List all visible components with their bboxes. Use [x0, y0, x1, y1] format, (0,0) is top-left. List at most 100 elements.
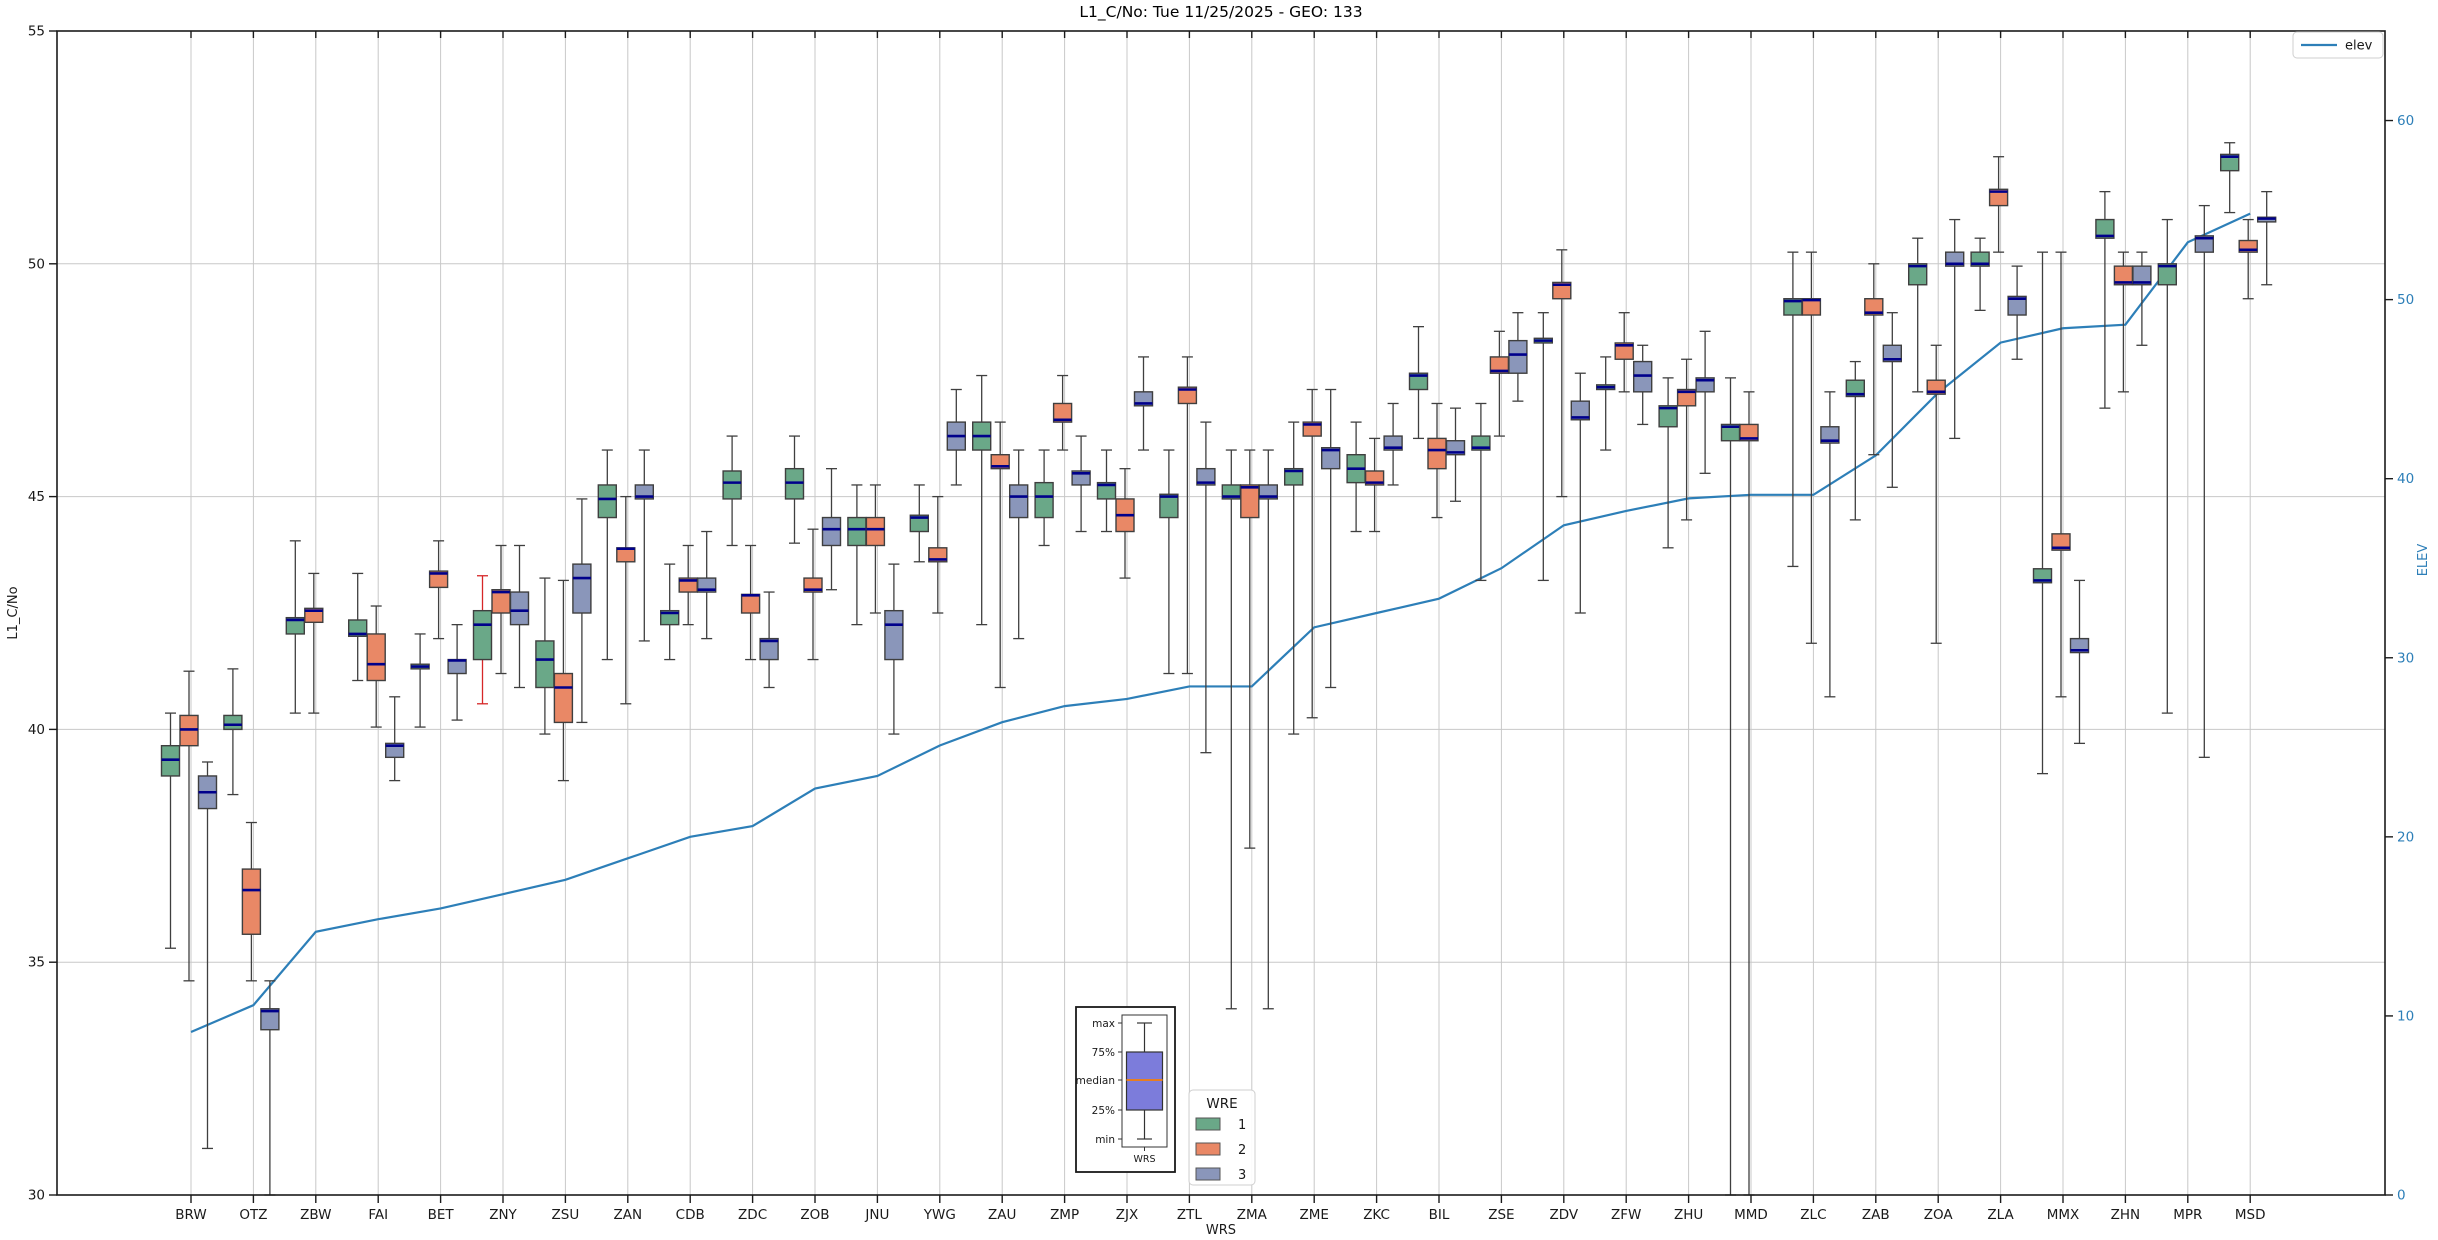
- inset-label-min: min: [1095, 1134, 1115, 1146]
- inset-label-75: 75%: [1092, 1047, 1115, 1059]
- inset-frame: [1075, 1006, 1176, 1173]
- boxplot-YWG-wre3: [946, 388, 966, 486]
- x-category-label: ZAU: [988, 1207, 1016, 1223]
- boxplot-MMD-wre2: [1739, 391, 1759, 1196]
- x-category-label: MMD: [1734, 1207, 1768, 1223]
- x-category-label: ZSE: [1488, 1207, 1514, 1223]
- y-tick-label: 55: [28, 24, 45, 40]
- boxplot-ZLC-wre2: [1801, 251, 1822, 644]
- boxplot-ZDC-wre3: [759, 591, 779, 689]
- inset-xlabel: WRS: [1133, 1154, 1155, 1165]
- boxplot-ZKC-wre3: [1383, 402, 1403, 486]
- boxplot-BRW-wre2: [179, 670, 199, 982]
- boxplot-ZHU-wre1: [1658, 377, 1678, 549]
- boxplot-MMX-wre1: [2032, 251, 2053, 775]
- boxplot-ZBW-wre1: [285, 540, 305, 714]
- boxplot-BIL-wre1: [1408, 326, 1429, 440]
- boxplot-BET-wre2: [428, 540, 449, 640]
- boxplot-ZSU-wre1: [535, 577, 555, 735]
- boxplot-ZKC-wre1: [1346, 421, 1366, 533]
- y2-tick-label: 0: [2397, 1188, 2406, 1204]
- boxplot-ZMP-wre1: [1034, 449, 1054, 547]
- boxplot-ZSE-wre1: [1471, 402, 1491, 582]
- boxplot-MMX-wre3: [2069, 579, 2090, 745]
- boxplot-ZFW-wre1: [1595, 356, 1616, 451]
- x-category-label: ZOA: [1924, 1207, 1954, 1223]
- x-category-label: BET: [428, 1207, 455, 1223]
- boxplot-ZNY-wre3: [509, 544, 530, 689]
- boxplot-ZHU-wre2: [1676, 358, 1697, 521]
- boxplot-ZAN-wre1: [597, 449, 617, 661]
- boxplot-MPR-wre1: [2157, 218, 2178, 714]
- boxplot-ZFW-wre2: [1614, 312, 1634, 393]
- inset-label-median: median: [1076, 1075, 1115, 1087]
- y2-axis-label: ELEV: [2416, 544, 2431, 577]
- boxplot-ZLA-wre3: [2007, 265, 2027, 360]
- boxplot-ZMA-wre3: [1258, 449, 1279, 1010]
- x-category-label: ZME: [1299, 1207, 1328, 1223]
- boxplot-ZAN-wre2: [616, 495, 636, 705]
- boxplot-ZOB-wre3: [821, 468, 842, 591]
- boxplot-BIL-wre3: [1445, 407, 1466, 502]
- y-tick-label: 45: [28, 489, 45, 505]
- x-category-label: CDB: [676, 1207, 705, 1223]
- x-category-label: ZNY: [489, 1207, 517, 1223]
- y2-tick-label: 20: [2397, 829, 2414, 845]
- y2-tick-label: 30: [2397, 650, 2414, 666]
- boxplot-ZDC-wre1: [722, 435, 742, 547]
- chart-title: L1_C/No: Tue 11/25/2025 - GEO: 133: [1079, 3, 1362, 22]
- x-axis-label: WRS: [1206, 1223, 1236, 1238]
- x-category-label: MMX: [2047, 1207, 2080, 1223]
- x-category-label: OTZ: [239, 1207, 267, 1223]
- x-category-label: ZOB: [800, 1207, 829, 1223]
- boxplot-ZME-wre3: [1320, 388, 1341, 689]
- x-category-label: ZHN: [2111, 1207, 2141, 1223]
- elev-line: [190, 212, 2251, 1034]
- x-category-label: FAI: [368, 1207, 388, 1223]
- boxplot-CDB-wre2: [678, 544, 698, 626]
- boxplot-ZKC-wre2: [1364, 437, 1385, 533]
- boxplot-ZDV-wre3: [1570, 372, 1591, 614]
- boxplot-OTZ-wre2: [241, 821, 262, 982]
- boxplot-FAI-wre3: [385, 696, 405, 782]
- boxplot-ZME-wre1: [1283, 421, 1304, 735]
- boxplot-BRW-wre1: [160, 712, 181, 949]
- x-category-label: ZTL: [1177, 1207, 1202, 1223]
- y-tick-label: 40: [28, 722, 45, 738]
- y-tick-label: 30: [28, 1188, 45, 1204]
- x-category-label: ZMP: [1050, 1207, 1079, 1223]
- x-category-label: ZFW: [1611, 1207, 1641, 1223]
- boxplot-BIL-wre2: [1427, 402, 1447, 519]
- boxplot-ZAB-wre2: [1864, 263, 1884, 456]
- boxplot-MMX-wre2: [2051, 251, 2071, 698]
- boxplot-ZHN-wre3: [2132, 251, 2152, 346]
- elev-legend-label: elev: [2345, 39, 2373, 54]
- boxplot-MSD-wre1: [2219, 142, 2240, 214]
- boxplot-OTZ-wre1: [223, 668, 243, 796]
- boxplot-ZJX-wre3: [1133, 356, 1154, 451]
- x-category-label: BIL: [1429, 1207, 1450, 1223]
- boxplot-ZOB-wre1: [784, 435, 805, 544]
- y-axis-label: L1_C/No: [6, 586, 21, 639]
- y2-tick-label: 50: [2397, 292, 2414, 308]
- wre-swatch-3: [1195, 1167, 1221, 1181]
- boxplot-ZBW-wre2: [304, 572, 324, 714]
- y2-tick-label: 60: [2397, 113, 2414, 129]
- x-category-label: MPR: [2173, 1207, 2202, 1223]
- x-category-label: YWG: [923, 1207, 956, 1223]
- boxplot-ZDC-wre2: [740, 544, 761, 661]
- boxplot-MMD-wre1: [1720, 377, 1741, 1196]
- boxplot-ZHN-wre1: [2095, 190, 2115, 409]
- boxplot-ZAN-wre3: [634, 449, 654, 642]
- boxplot-BET-wre3: [447, 623, 467, 721]
- boxplot-ZTL-wre1: [1159, 449, 1179, 675]
- boxplot-MSD-wre2: [2238, 218, 2258, 300]
- x-category-label: BRW: [175, 1207, 206, 1223]
- wre-swatch-2: [1195, 1142, 1221, 1156]
- x-category-label: ZKC: [1363, 1207, 1390, 1223]
- boxplot-ZHU-wre3: [1695, 330, 1715, 474]
- boxplot-ZFW-wre3: [1632, 344, 1653, 426]
- x-category-label: ZHU: [1674, 1207, 1703, 1223]
- x-category-label: ZSU: [552, 1207, 580, 1223]
